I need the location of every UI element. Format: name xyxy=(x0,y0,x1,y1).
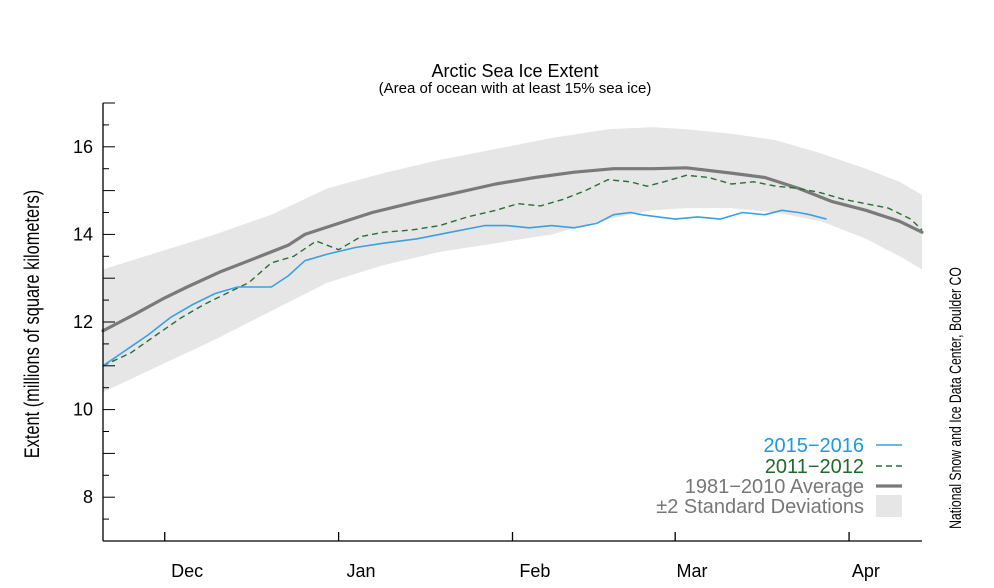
legend-label-band: ±2 Standard Deviations xyxy=(656,496,864,518)
average-line xyxy=(101,166,924,333)
x-tick-label: Feb xyxy=(519,561,550,581)
series-2011-2012-line xyxy=(102,174,923,367)
legend-label-s2011: 2011−2012 xyxy=(765,456,864,478)
legend-label-avg: 1981−2010 Average xyxy=(685,476,864,498)
x-tick-label: Jan xyxy=(347,561,376,581)
series-2015-2016-line xyxy=(102,209,827,367)
chart-subtitle: (Area of ocean with at least 15% sea ice… xyxy=(379,80,652,97)
credit-label: National Snow and Ice Data Center, Bould… xyxy=(947,267,965,529)
y-tick-label: 14 xyxy=(73,224,93,244)
std-dev-band xyxy=(103,127,922,393)
y-axis-label: Extent (millions of square kilometers) xyxy=(20,190,43,458)
x-tick-label: Mar xyxy=(677,561,708,581)
y-tick-label: 8 xyxy=(83,487,93,507)
axes: 8 10 12 14 16 Dec Jan Feb Mar Apr xyxy=(73,102,922,581)
legend-label-s2015: 2015−2016 xyxy=(763,435,864,457)
y-tick-label: 12 xyxy=(73,312,93,332)
y-tick-label: 16 xyxy=(73,137,93,157)
chart-title: Arctic Sea Ice Extent xyxy=(431,61,598,81)
x-tick-label: Apr xyxy=(852,561,880,581)
y-tick-label: 10 xyxy=(73,400,93,420)
plot-area xyxy=(101,127,924,393)
legend-swatch-std-dev xyxy=(876,495,902,517)
x-tick-label: Dec xyxy=(171,561,203,581)
